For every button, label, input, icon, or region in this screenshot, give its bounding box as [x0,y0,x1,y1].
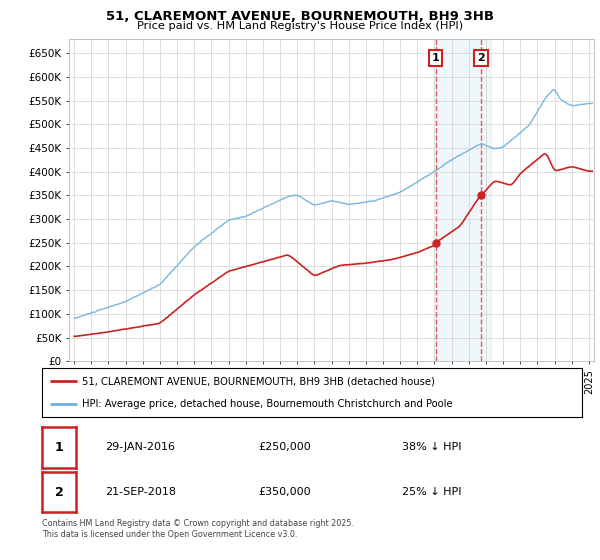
Text: 1: 1 [55,441,64,454]
Text: 2: 2 [55,486,64,499]
Text: Contains HM Land Registry data © Crown copyright and database right 2025.
This d: Contains HM Land Registry data © Crown c… [42,519,354,539]
Text: 38% ↓ HPI: 38% ↓ HPI [402,442,461,452]
Text: 29-JAN-2016: 29-JAN-2016 [105,442,175,452]
Text: 51, CLAREMONT AVENUE, BOURNEMOUTH, BH9 3HB (detached house): 51, CLAREMONT AVENUE, BOURNEMOUTH, BH9 3… [83,376,436,386]
Text: 25% ↓ HPI: 25% ↓ HPI [402,487,461,497]
Text: 21-SEP-2018: 21-SEP-2018 [105,487,176,497]
Text: £350,000: £350,000 [258,487,311,497]
Text: 51, CLAREMONT AVENUE, BOURNEMOUTH, BH9 3HB: 51, CLAREMONT AVENUE, BOURNEMOUTH, BH9 3… [106,10,494,23]
Text: Price paid vs. HM Land Registry's House Price Index (HPI): Price paid vs. HM Land Registry's House … [137,21,463,31]
Bar [436,39,491,361]
Text: HPI: Average price, detached house, Bournemouth Christchurch and Poole: HPI: Average price, detached house, Bour… [83,399,453,409]
Text: 1: 1 [432,53,440,63]
Text: 2: 2 [477,53,485,63]
Text: £250,000: £250,000 [258,442,311,452]
